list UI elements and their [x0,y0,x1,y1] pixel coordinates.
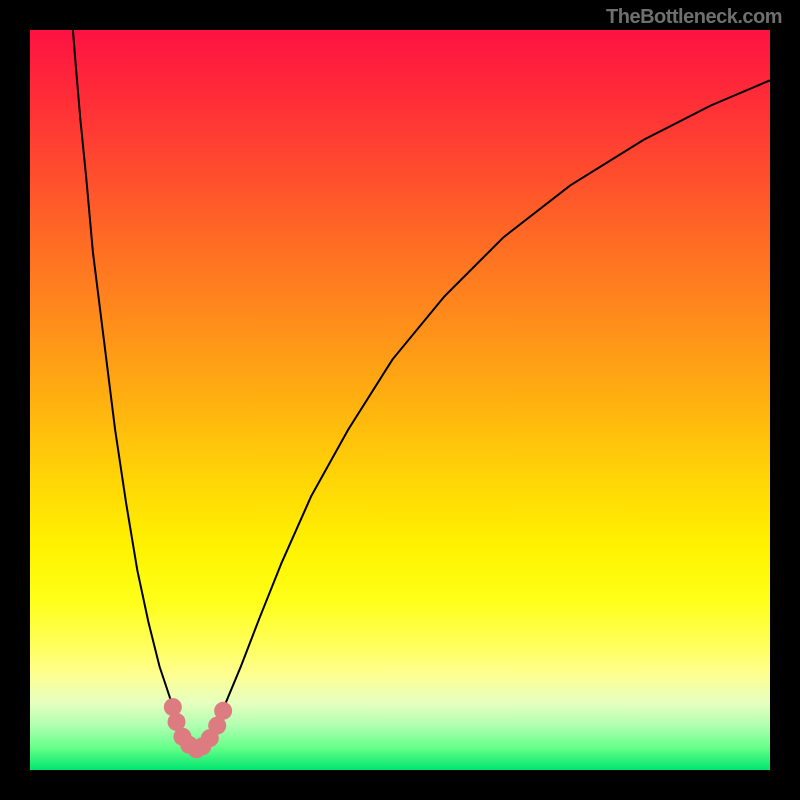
chart-svg [0,0,800,800]
plot-background [30,30,770,770]
chart-container: TheBottleneck.com [0,0,800,800]
watermark-text: TheBottleneck.com [606,6,782,29]
curve-marker [214,702,232,720]
